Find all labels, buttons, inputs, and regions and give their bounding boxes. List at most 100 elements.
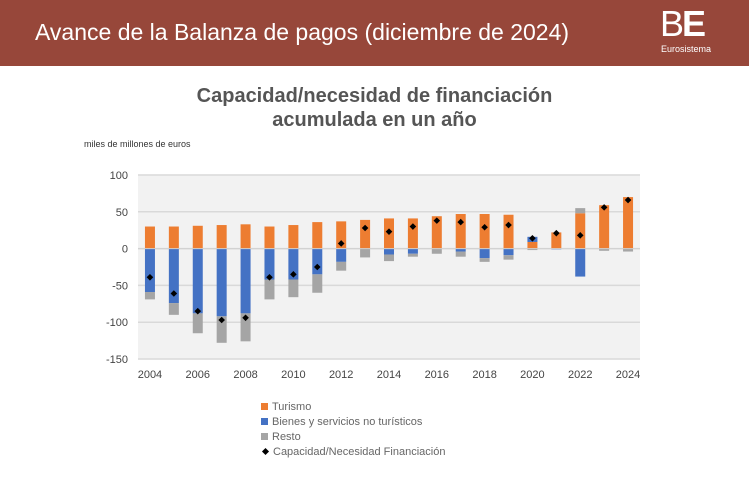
legend-resto: Resto: [261, 429, 445, 444]
bar-bienes-2009: [264, 248, 275, 280]
bar-resto-2008: [240, 313, 251, 342]
bar-resto-2015: [407, 253, 418, 257]
marker-capacidad-2004: [146, 274, 154, 281]
marker-capacidad-2016: [433, 217, 441, 224]
bar-bienes-2004: [144, 248, 155, 293]
bar-resto-2020: [527, 248, 538, 251]
bar-bienes-2014: [384, 248, 394, 255]
bar-turismo-2019: [503, 214, 514, 249]
marker-capacidad-2024: [624, 196, 632, 204]
page-title: Avance de la Balanza de pagos (diciembre…: [35, 19, 570, 45]
y-axis-label: miles de millones de euros: [84, 139, 191, 149]
legend-capacidad: Capacidad/Necesidad Financiación: [261, 444, 445, 459]
bar-turismo-2007: [216, 225, 227, 249]
bar-bienes-2018: [479, 248, 490, 259]
x-tick-label: 2022: [568, 369, 592, 381]
bar-resto-2010: [288, 279, 299, 298]
x-tick-label: 2008: [233, 369, 257, 381]
legend-bienes: Bienes y servicios no turísticos: [261, 414, 445, 429]
bar-resto-2018: [479, 258, 490, 262]
bar-bienes-2011: [312, 248, 323, 275]
bar-bienes-2007: [216, 248, 227, 317]
bar-turismo-2021: [551, 232, 562, 249]
marker-capacidad-2018: [481, 223, 488, 231]
marker-capacidad-2009: [266, 274, 273, 281]
x-tick-label: 2018: [472, 369, 496, 381]
swatch: [261, 403, 268, 410]
marker-capacidad-2011: [313, 263, 321, 271]
bar-turismo-2023: [599, 205, 610, 249]
y-tick-label: 100: [110, 170, 128, 182]
bar-bienes-2010: [288, 248, 299, 280]
bar-turismo-2017: [455, 214, 466, 249]
y-tick-label: -150: [106, 354, 128, 366]
marker-capacidad-2022: [576, 232, 584, 239]
bar-turismo-2018: [479, 214, 490, 249]
bar-turismo-2022: [575, 213, 586, 249]
marker-capacidad-2005: [170, 290, 178, 297]
y-tick-label: 0: [122, 244, 128, 256]
bar-resto-2014: [384, 254, 394, 262]
marker-capacidad-2023: [600, 204, 608, 211]
swatch: [261, 433, 268, 440]
x-tick-label: 2010: [281, 369, 305, 381]
bar-turismo-2008: [240, 224, 251, 249]
x-tick-label: 2016: [425, 369, 449, 381]
legend: Turismo Bienes y servicios no turísticos…: [261, 399, 445, 459]
x-tick-label: 2012: [329, 369, 353, 381]
bar-resto-2024: [623, 248, 634, 252]
diamond-marker-icon: [261, 447, 270, 456]
x-tick-label: 2014: [377, 369, 401, 381]
bar-turismo-2011: [312, 222, 323, 249]
banco-de-espana-logo: BE Eurosistema: [660, 3, 712, 55]
bar-resto-2012: [336, 261, 347, 271]
legend-turismo: Turismo: [261, 399, 445, 414]
bar-turismo-2004: [144, 226, 155, 249]
bar-turismo-2009: [264, 226, 275, 249]
bar-bienes-2022: [575, 248, 586, 277]
bar-bienes-2006: [192, 248, 203, 314]
bar-bienes-2019: [503, 248, 514, 256]
marker-capacidad-2007: [218, 316, 225, 324]
y-tick-label: -100: [106, 317, 128, 329]
x-tick-label: 2020: [520, 369, 544, 381]
chart-title: Capacidad/necesidad de financiación acum…: [196, 85, 553, 131]
bar-bienes-2015: [407, 248, 418, 254]
x-tick-label: 2004: [138, 369, 162, 381]
marker-capacidad-2017: [457, 218, 465, 226]
bar-turismo-2012: [336, 221, 347, 249]
bar-resto-2004: [144, 292, 155, 300]
bar-turismo-2010: [288, 225, 299, 249]
bar-turismo-2015: [407, 218, 418, 249]
bar-bienes-2008: [240, 248, 251, 314]
bar-bienes-2012: [336, 248, 347, 262]
y-tick-label: 50: [116, 207, 128, 219]
bar-resto-2022: [575, 208, 586, 214]
bar-resto-2016: [431, 248, 442, 254]
marker-capacidad-2012: [337, 240, 345, 247]
marker-capacidad-2019: [505, 221, 512, 229]
logo-subtitle: Eurosistema: [661, 44, 712, 54]
bar-resto-2006: [192, 313, 203, 334]
bar-resto-2013: [360, 248, 371, 258]
bar-resto-2005: [168, 303, 179, 315]
marker-capacidad-2021: [553, 229, 560, 237]
bar-turismo-2013: [360, 219, 371, 249]
bar-turismo-2005: [168, 226, 179, 249]
bar-bienes-2017: [455, 248, 466, 252]
marker-capacidad-2006: [194, 307, 202, 315]
marker-capacidad-2015: [409, 223, 417, 230]
marker-capacidad-2020: [529, 234, 536, 242]
bar-resto-2017: [455, 251, 466, 257]
bar-resto-2011: [312, 274, 323, 293]
bar-turismo-2006: [192, 225, 203, 249]
marker-capacidad-2014: [385, 228, 393, 235]
header-bar: Avance de la Balanza de pagos (diciembre…: [0, 0, 749, 66]
bar-resto-2007: [216, 316, 227, 343]
y-tick-label: -50: [112, 280, 128, 292]
x-tick-label: 2024: [616, 369, 640, 381]
marker-capacidad-2008: [242, 314, 249, 322]
x-tick-label: 2006: [186, 369, 210, 381]
bar-turismo-2024: [623, 197, 634, 249]
